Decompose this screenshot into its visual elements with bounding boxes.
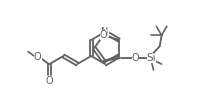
- Text: O: O: [100, 30, 107, 40]
- Text: Si: Si: [147, 53, 156, 63]
- Text: N: N: [101, 27, 109, 37]
- Text: O: O: [132, 53, 139, 63]
- Text: O: O: [46, 76, 53, 86]
- Text: O: O: [34, 52, 42, 62]
